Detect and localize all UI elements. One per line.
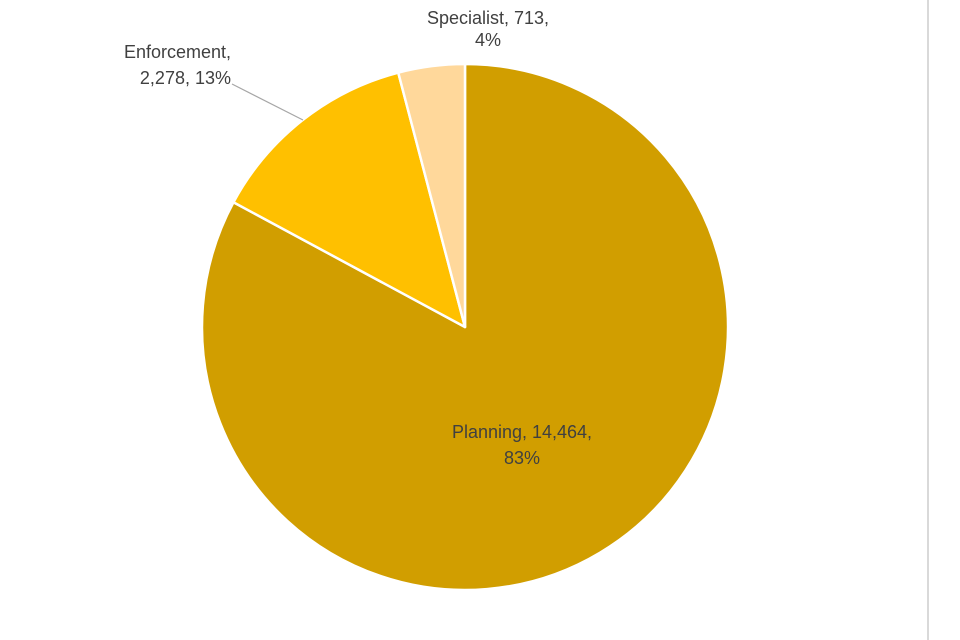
pie-slice-specialist [396, 62, 467, 329]
chart-area [927, 0, 929, 640]
data-label-enforcement: Enforcement, 2,278, 13% [124, 42, 231, 88]
pie-slices [200, 62, 730, 592]
leader-line-enforcement [231, 83, 304, 121]
leader-lines [231, 83, 304, 121]
data-labels: Planning, 14,464, 83% Enforcement, 2,278, 1… [124, 8, 592, 468]
data-label-line: Planning, 14,464, [452, 422, 592, 442]
data-label-planning: Planning, 14,464, 83% [452, 422, 592, 468]
data-label-line: 4% [475, 30, 501, 50]
data-label-specialist: Specialist, 713, 4% [427, 8, 549, 50]
data-label-line: 2,278, 13% [140, 68, 231, 88]
data-label-line: 83% [504, 448, 540, 468]
data-label-line: Enforcement, [124, 42, 231, 62]
data-label-line: Specialist, 713, [427, 8, 549, 28]
